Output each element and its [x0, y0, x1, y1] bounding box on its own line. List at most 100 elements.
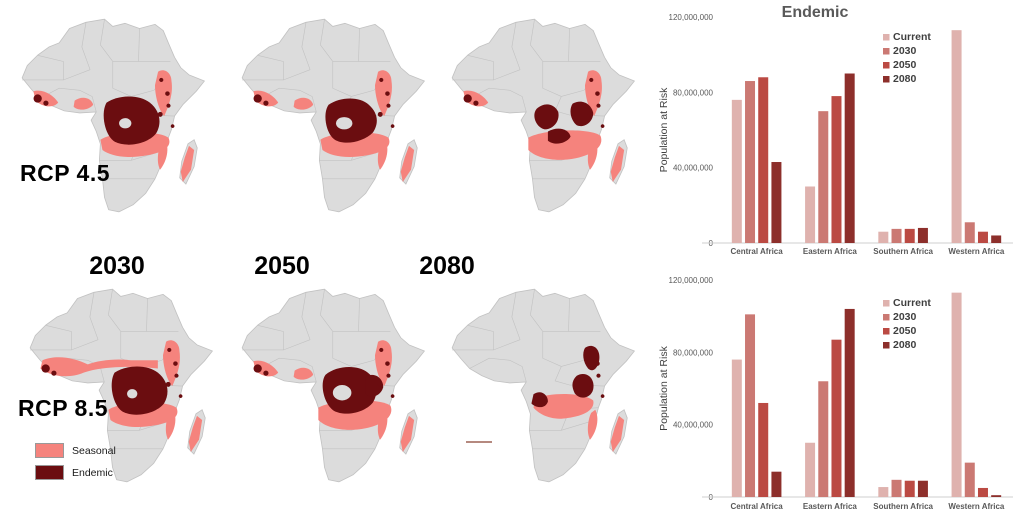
- country-border: [257, 54, 284, 80]
- country-border: [100, 19, 114, 62]
- country-border: [91, 96, 97, 112]
- year-label-2030: 2030: [89, 252, 145, 280]
- endemic-region: [111, 366, 168, 415]
- bar-southern-africa-2050: [904, 228, 915, 243]
- country-border: [521, 366, 527, 382]
- rcp-85-label: RCP 8.5: [18, 395, 109, 421]
- country-border: [511, 292, 521, 340]
- endemic-region: [587, 347, 605, 398]
- map-legend-row-endemic: Endemic: [35, 465, 116, 480]
- legend-swatch: [883, 76, 890, 83]
- bar-eastern-africa-2030: [818, 111, 829, 244]
- rcp-45-label: RCP 4.5: [20, 160, 111, 186]
- bar-eastern-africa-current: [805, 186, 816, 243]
- country-border: [467, 324, 494, 350]
- x-category-label: Western Africa: [948, 247, 1005, 256]
- chart-svg: Population at Risk040,000,00080,000,0001…: [658, 276, 1013, 511]
- country-border: [301, 22, 311, 70]
- map-rcp45-2050: [238, 12, 444, 252]
- bar-central-africa-2030: [745, 81, 756, 244]
- country-border: [542, 331, 562, 367]
- country-border: [554, 366, 570, 386]
- seasonal-label: Seasonal: [72, 444, 116, 457]
- x-category-label: Southern Africa: [873, 247, 933, 256]
- seasonal-region: [463, 90, 489, 107]
- country-border: [301, 292, 311, 340]
- x-category-label: Western Africa: [948, 502, 1005, 511]
- legend-label: 2050: [893, 325, 917, 337]
- endemic-region: [547, 128, 571, 144]
- endemic-region: [377, 347, 395, 398]
- seasonal-region: [33, 90, 59, 107]
- africa-map-svg: [29, 288, 213, 483]
- map-legend: Seasonal Endemic: [35, 443, 116, 487]
- seasonal-region: [400, 145, 415, 182]
- africa-map-svg: [451, 18, 635, 213]
- y-tick-label: 40,000,000: [673, 164, 714, 173]
- country-border: [530, 289, 544, 332]
- bar-western-africa-2080: [991, 235, 1002, 243]
- seasonal-swatch: [35, 443, 64, 458]
- legend-label: 2080: [893, 73, 917, 85]
- country-border: [259, 87, 313, 99]
- year-label-2050: 2050: [254, 252, 310, 280]
- seasonal-region: [610, 145, 625, 182]
- country-border: [242, 339, 311, 351]
- y-tick-label: 80,000,000: [673, 88, 714, 97]
- seasonal-region: [188, 415, 203, 452]
- country-border: [112, 61, 132, 97]
- endemic-region: [253, 94, 269, 106]
- seasonal-region: [377, 409, 388, 440]
- endemic-region: [157, 77, 175, 128]
- year-label-2080: 2080: [419, 252, 475, 280]
- y-tick-label: 120,000,000: [669, 13, 714, 22]
- africa-map-svg: [451, 288, 635, 483]
- scale-bar: [466, 441, 492, 443]
- seasonal-region: [528, 130, 602, 160]
- bar-southern-africa-2080: [917, 480, 928, 497]
- chart-title: Endemic: [782, 4, 849, 21]
- africa-map-svg: [21, 18, 205, 213]
- endemic-label: Endemic: [72, 466, 113, 479]
- land-gap: [335, 117, 353, 130]
- y-tick-label: 80,000,000: [673, 348, 714, 357]
- seasonal-region: [165, 409, 176, 440]
- seasonal-region: [180, 145, 195, 182]
- country-border: [257, 324, 284, 350]
- bar-western-africa-2030: [964, 222, 975, 243]
- bar-southern-africa-2030: [891, 228, 902, 243]
- x-category-label: Eastern Africa: [803, 502, 858, 511]
- x-category-label: Southern Africa: [873, 502, 933, 511]
- endemic-region: [33, 94, 49, 106]
- endemic-region: [531, 392, 548, 408]
- legend-label: Current: [893, 31, 931, 43]
- x-category-label: Central Africa: [731, 247, 784, 256]
- seasonal-region: [587, 409, 598, 440]
- country-border: [469, 87, 523, 99]
- x-category-label: Central Africa: [731, 502, 784, 511]
- bar-western-africa-2080: [991, 495, 1002, 497]
- map-rcp85-2030: [26, 282, 232, 522]
- legend-swatch: [883, 34, 890, 41]
- country-border: [542, 61, 562, 97]
- endemic-region: [570, 101, 594, 127]
- endemic-region: [587, 77, 605, 128]
- country-border: [81, 22, 91, 70]
- country-border: [30, 339, 99, 351]
- bar-eastern-africa-2030: [818, 381, 829, 497]
- seasonal-region: [610, 415, 625, 452]
- country-border: [89, 292, 99, 340]
- x-category-label: Eastern Africa: [803, 247, 858, 256]
- country-border: [39, 87, 93, 99]
- country-border: [99, 366, 105, 382]
- map-rcp45-2080: [448, 12, 654, 252]
- legend-swatch: [883, 300, 890, 307]
- endemic-region: [463, 94, 479, 106]
- bar-southern-africa-2080: [917, 227, 928, 243]
- seasonal-region: [253, 360, 279, 377]
- bar-central-africa-2080: [771, 471, 782, 497]
- land-gap: [127, 389, 138, 399]
- bar-western-africa-current: [951, 30, 962, 243]
